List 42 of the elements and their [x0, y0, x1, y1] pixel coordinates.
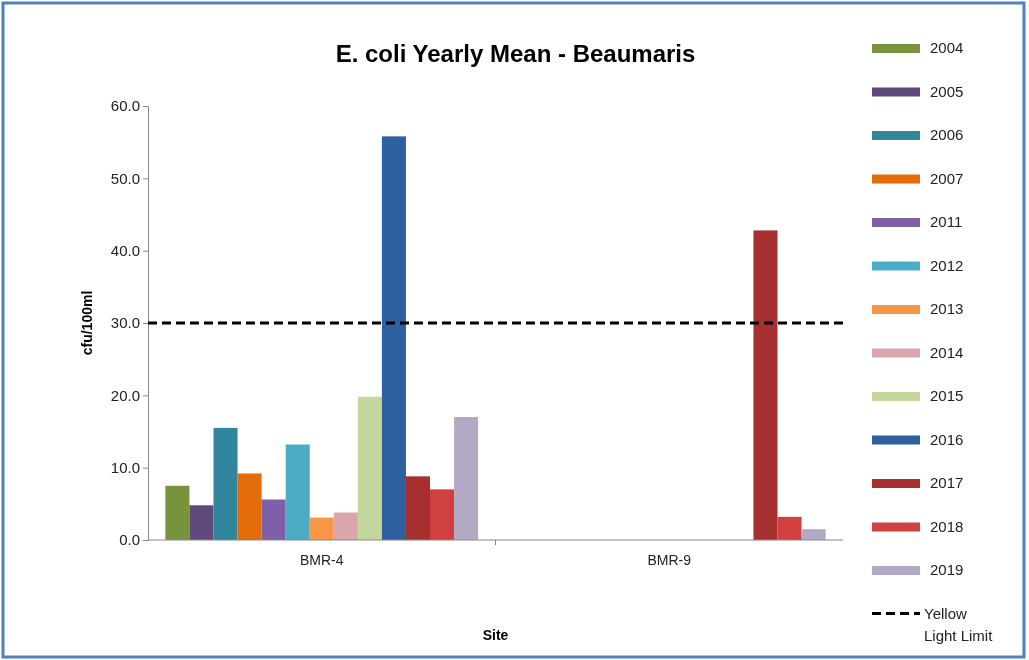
legend-label: 2012: [930, 256, 964, 274]
y-tick-label: 50.0: [110, 169, 140, 187]
bar: [285, 444, 310, 540]
bar: [261, 499, 286, 540]
bar: [237, 473, 262, 540]
bar: [213, 427, 238, 540]
bar: [333, 512, 358, 540]
bar: [165, 485, 190, 540]
bar: [189, 505, 214, 540]
legend-label: 2011: [930, 213, 963, 230]
legend-label: 2019: [930, 561, 964, 578]
legend-label: 2018: [930, 517, 964, 535]
legend-label: 2017: [930, 474, 964, 491]
bar: [801, 529, 826, 540]
x-axis-title: Site: [482, 627, 509, 643]
bar: [753, 230, 778, 540]
y-tick-label: 10.0: [110, 458, 140, 476]
bar: [430, 489, 455, 540]
chart-title: E. coli Yearly Mean - Beaumaris: [335, 40, 696, 67]
legend-label: 2006: [930, 126, 964, 143]
x-tick-label: BMR-4: [299, 552, 344, 569]
legend-label: 2015: [930, 387, 964, 404]
legend-label: 2013: [930, 300, 964, 317]
y-axis-title: cfu/100ml: [79, 290, 95, 356]
bar: [454, 417, 479, 540]
bar: [309, 517, 334, 540]
bar: [777, 516, 802, 540]
legend-label: Yellow Light Limit: [924, 604, 994, 644]
legend-label: 2005: [930, 82, 964, 100]
bar: [405, 476, 431, 540]
y-tick-label: 30.0: [110, 314, 140, 332]
legend-label: 2014: [930, 343, 964, 361]
y-tick-label: 60.0: [110, 97, 140, 115]
y-tick-label: 20.0: [110, 386, 140, 404]
y-tick-label: 0.0: [119, 531, 140, 549]
legend-label: 2016: [930, 430, 964, 448]
y-tick-label: 40.0: [110, 241, 140, 259]
bar: [357, 396, 382, 540]
legend-label: 2007: [930, 169, 964, 187]
bar: [381, 136, 406, 540]
x-tick-label: BMR-9: [647, 552, 692, 569]
legend-label: 2004: [930, 39, 964, 56]
